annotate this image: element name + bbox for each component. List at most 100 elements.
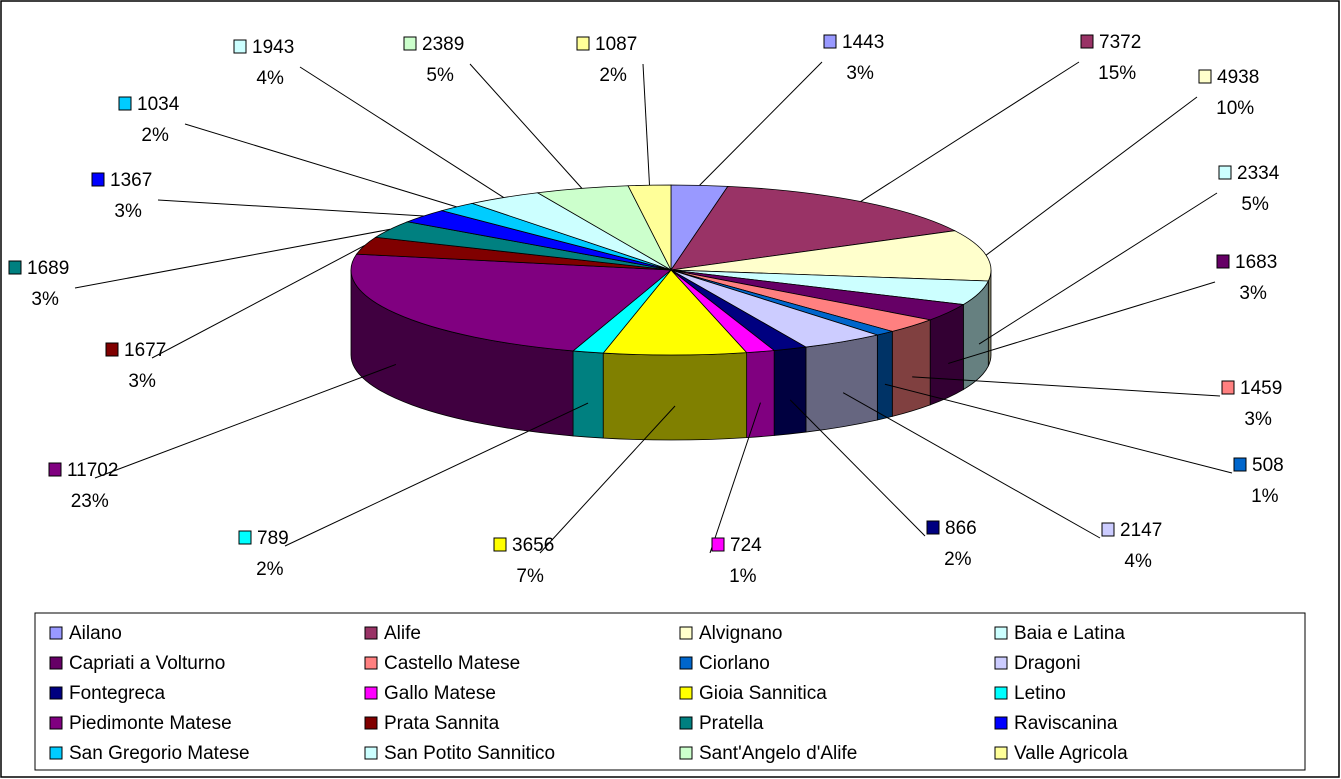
value-label: 2389 [422,34,464,55]
leader-line [860,61,1080,202]
value-label: 1034 [137,94,180,115]
label-swatch [105,342,119,357]
percent-label: 1% [729,566,757,587]
label-swatch [823,34,837,49]
legend-swatch [994,746,1008,760]
leader-line [884,383,1233,474]
leader-line [151,245,365,359]
legend-label: Raviscanina [1014,713,1118,734]
percent-label: 3% [128,371,156,392]
slice [670,185,957,271]
label-swatch [711,537,725,552]
slice-side [572,350,604,439]
percent-label: 2% [256,559,284,580]
leader-line [184,123,457,208]
percent-label: 3% [31,289,59,310]
leader-line [709,402,761,554]
slice-side [602,352,748,441]
legend-label: Baia e Latina [1014,623,1125,644]
label-swatch [91,172,105,187]
value-label: 1459 [1240,378,1282,399]
legend-swatch [364,746,378,760]
value-label: 2147 [1120,520,1162,541]
value-label: 789 [257,528,289,549]
value-label: 11702 [67,460,118,481]
legend-swatch [994,656,1008,670]
legend-label: San Gregorio Matese [69,743,250,764]
legend-box [34,612,1306,771]
legend-label: Dragoni [1014,653,1081,674]
slice [670,230,992,282]
percent-label: 2% [944,549,972,570]
legend-label: Alvignano [699,623,782,644]
leader-line [74,228,391,289]
slice-side [929,303,964,406]
legend-label: Gioia Sannitica [699,683,827,704]
legend-label: Sant'Angelo d'Alife [699,743,857,764]
leader-line [699,61,823,186]
legend-label: Ciorlano [699,653,770,674]
value-label: 1689 [27,258,69,279]
legend-label: Pratella [699,713,764,734]
leader-line [284,402,589,547]
label-swatch [1218,165,1232,180]
percent-label: 3% [1244,409,1272,430]
legend-swatch [994,716,1008,730]
legend-swatch [364,686,378,700]
value-label: 1367 [110,170,152,191]
legend-swatch [364,626,378,640]
percent-label: 15% [1098,63,1136,84]
leader-line [299,66,505,198]
label-swatch [403,36,417,51]
slice-side [746,350,775,439]
slice [627,184,672,271]
percent-label: 7% [516,566,544,587]
value-label: 724 [730,535,762,556]
label-swatch [1080,34,1094,49]
slice [602,269,748,356]
value-label: 1683 [1235,252,1277,273]
percent-label: 1% [1251,486,1279,507]
leader-line [157,199,424,217]
slice-side [891,319,931,417]
percent-label: 3% [846,63,874,84]
slice-side [773,346,807,436]
label-swatch [1221,380,1235,395]
legend-label: San Potito Sannitico [384,743,555,764]
legend-label: Piedimonte Matese [69,713,232,734]
label-swatch [1233,457,1247,472]
percent-label: 4% [1124,551,1152,572]
legend-label: Valle Agricola [1014,743,1128,764]
value-label: 1677 [124,340,166,361]
legend-swatch [49,686,63,700]
percent-label: 5% [1241,194,1269,215]
percent-label: 3% [114,201,142,222]
label-swatch [926,520,940,535]
legend-swatch [679,716,693,730]
percent-label: 2% [141,125,169,146]
value-label: 2334 [1237,163,1280,184]
leader-line [642,63,651,186]
label-swatch [118,96,132,111]
label-swatch [48,462,62,477]
value-label: 1087 [595,34,637,55]
label-swatch [1216,254,1230,269]
percent-label: 3% [1239,283,1267,304]
legend-swatch [994,626,1008,640]
label-swatch [1198,69,1212,84]
value-label: 1943 [252,37,294,58]
slice-side [987,269,992,367]
value-label: 866 [945,518,977,539]
legend-swatch [364,656,378,670]
legend-label: Ailano [69,623,122,644]
legend-swatch [994,686,1008,700]
legend-swatch [364,716,378,730]
legend-swatch [49,626,63,640]
legend-swatch [679,656,693,670]
legend-label: Prata Sannita [384,713,500,734]
value-label: 1443 [842,32,884,53]
legend-label: Gallo Matese [384,683,496,704]
leader-line [842,392,1101,539]
legend-label: Capriati a Volturno [69,653,225,674]
